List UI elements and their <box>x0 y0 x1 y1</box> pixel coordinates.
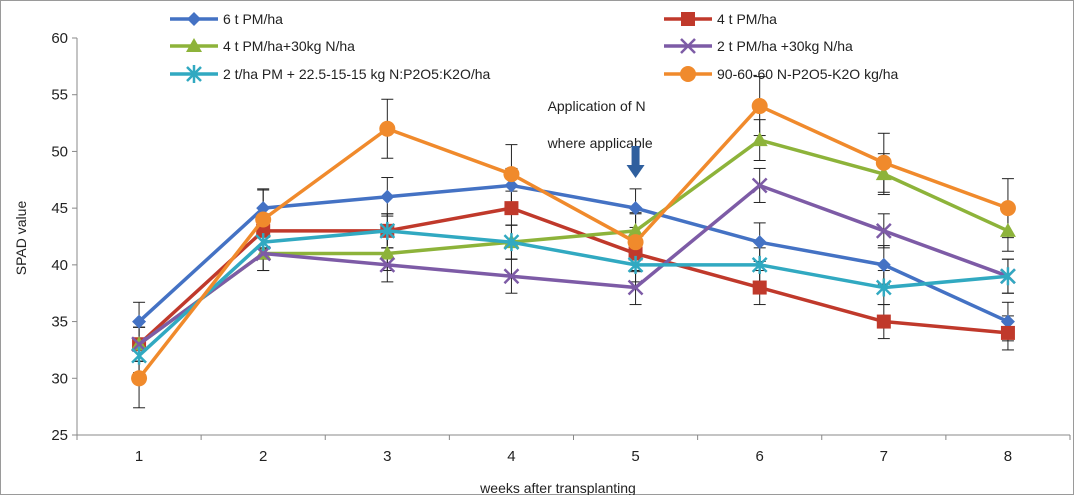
legend: 6 t PM/ha 4 t PM/ha 4 t PM/ha+30kg N/ha 2 t… <box>170 11 899 83</box>
legend-marker <box>187 12 201 26</box>
data-point <box>255 211 272 228</box>
legend-marker <box>681 12 695 26</box>
y-tick-label: 55 <box>51 87 68 104</box>
data-point <box>876 257 891 272</box>
y-tick-label: 60 <box>51 30 68 47</box>
series-line <box>137 229 1009 357</box>
legend-item: 4 t PM/ha <box>664 11 777 27</box>
data-point <box>503 233 520 252</box>
data-point <box>380 189 395 204</box>
data-point <box>256 201 271 216</box>
legend-item: 4 t PM/ha+30kg N/ha <box>170 38 355 54</box>
x-tick-label: 8 <box>1004 448 1012 465</box>
series-6 <box>131 98 1016 387</box>
arrow-down-icon <box>626 165 645 178</box>
legend-marker <box>186 38 202 52</box>
arrow-down-icon <box>631 146 640 166</box>
series-group <box>131 98 1016 387</box>
y-tick-label: 25 <box>51 427 68 444</box>
data-point <box>751 177 768 194</box>
data-point <box>751 255 768 274</box>
data-point <box>999 222 1016 237</box>
legend-label: 2 t PM/ha +30kg N/ha <box>717 38 853 54</box>
annotation-text: where applicable <box>547 135 653 151</box>
series-line <box>137 206 1009 346</box>
series-5 <box>131 221 1016 365</box>
x-tick-label: 6 <box>756 448 764 465</box>
legend-marker <box>186 65 202 83</box>
data-point <box>256 223 271 238</box>
data-point <box>379 221 396 240</box>
data-point <box>876 314 891 329</box>
data-point <box>131 336 147 353</box>
legend-marker <box>680 38 696 54</box>
y-tick-label: 35 <box>51 314 68 331</box>
data-point <box>752 280 767 295</box>
data-point <box>875 222 892 239</box>
data-point <box>379 120 396 137</box>
data-point <box>1000 325 1015 340</box>
y-tick-label: 50 <box>51 143 68 160</box>
data-point <box>503 268 520 285</box>
data-point <box>627 255 644 274</box>
legend-item: 90-60-60 N-P2O5-K2O kg/ha <box>664 66 899 82</box>
data-point <box>628 201 643 216</box>
data-point <box>132 314 147 329</box>
data-point <box>999 200 1016 217</box>
y-tick-label: 30 <box>51 370 68 387</box>
annotation: Application of N where applicable <box>547 98 653 178</box>
legend-label: 4 t PM/ha <box>717 11 777 27</box>
series-line <box>138 138 1009 346</box>
x-axis-title: weeks after transplanting <box>479 480 636 495</box>
legend-item: 2 t PM/ha +30kg N/ha <box>664 38 853 54</box>
data-point <box>751 132 768 147</box>
x-tick-label: 1 <box>135 448 143 465</box>
legend-item: 6 t PM/ha <box>170 11 283 27</box>
x-tick-label: 3 <box>383 448 391 465</box>
data-point <box>1000 314 1015 329</box>
x-tick-label: 7 <box>880 448 888 465</box>
legend-marker <box>680 66 696 82</box>
data-point <box>131 346 147 365</box>
data-point <box>503 166 520 183</box>
data-point <box>875 154 892 171</box>
data-point <box>875 278 892 297</box>
legend-item: 2 t/ha PM + 22.5-15-15 kg N:P2O5:K2O/ha <box>170 65 491 83</box>
data-point <box>504 201 519 216</box>
y-tick-label: 45 <box>51 200 68 217</box>
series-line <box>137 104 1009 380</box>
data-point <box>875 166 892 181</box>
data-point <box>627 222 644 237</box>
data-point <box>504 178 519 193</box>
y-axis-title: SPAD value <box>13 201 29 276</box>
data-point <box>379 256 396 273</box>
annotation-text: Application of N <box>548 98 646 114</box>
series-4 <box>131 177 1016 353</box>
data-point <box>752 235 767 250</box>
data-point <box>627 279 644 296</box>
data-point <box>751 98 768 115</box>
x-tick-label: 4 <box>507 448 515 465</box>
legend-label: 4 t PM/ha+30kg N/ha <box>223 38 355 54</box>
x-tick-label: 2 <box>259 448 267 465</box>
y-tick-label: 40 <box>51 257 68 274</box>
x-tick-label: 5 <box>631 448 639 465</box>
legend-label: 6 t PM/ha <box>223 11 283 27</box>
legend-label: 2 t/ha PM + 22.5-15-15 kg N:P2O5:K2O/ha <box>223 66 491 82</box>
legend-label: 90-60-60 N-P2O5-K2O kg/ha <box>717 66 899 82</box>
data-point <box>1000 267 1016 286</box>
data-point <box>255 233 272 252</box>
data-point <box>628 246 643 261</box>
data-point <box>379 245 396 260</box>
data-point <box>627 234 644 251</box>
data-point <box>255 245 272 262</box>
data-point <box>131 370 148 387</box>
series-line <box>138 183 1009 346</box>
